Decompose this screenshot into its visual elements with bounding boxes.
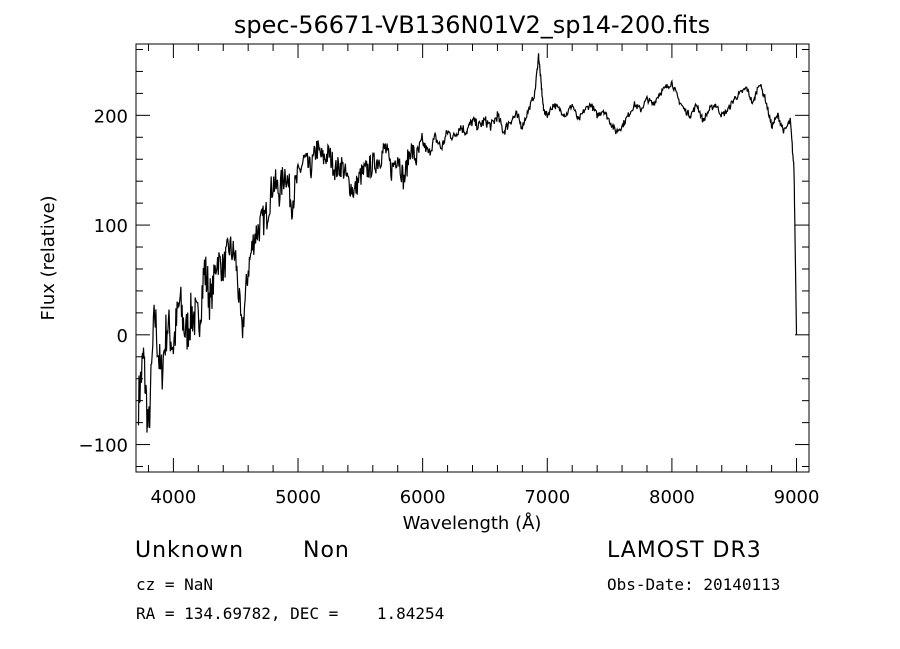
x-tick-label: 4000: [150, 487, 196, 508]
survey-name: LAMOST DR3: [607, 538, 762, 563]
y-tick-label: 200: [94, 106, 128, 127]
spectrum-chart: spec-56671-VB136N01V2_sp14-200.fits 4000…: [38, 11, 820, 534]
y-tick-label: 0: [117, 326, 128, 347]
coordinates: RA = 134.69782, DEC = 1.84254: [136, 604, 445, 623]
y-axis-label: Flux (relative): [38, 195, 59, 320]
redshift-cz: cz = NaN: [136, 575, 214, 594]
object-subclass: Non: [303, 538, 350, 563]
x-axis-label: Wavelength (Å): [403, 512, 542, 534]
x-tick-label: 5000: [275, 487, 321, 508]
tick-labels: 4000 5000 6000 7000 8000 9000 −100 0 100 200: [79, 106, 820, 508]
x-tick-label: 6000: [400, 487, 446, 508]
x-tick-label: 9000: [774, 487, 820, 508]
observation-date: Obs-Date: 20140113: [607, 575, 781, 594]
spectrum-line: [137, 53, 798, 433]
chart-title: spec-56671-VB136N01V2_sp14-200.fits: [234, 11, 710, 39]
x-tick-label: 8000: [649, 487, 695, 508]
axis-ticks: [136, 44, 809, 472]
plot-frame: [135, 43, 810, 473]
x-tick-label: 7000: [524, 487, 570, 508]
object-class: Unknown: [135, 538, 245, 563]
y-tick-label: −100: [79, 436, 128, 457]
y-tick-label: 100: [94, 216, 128, 237]
